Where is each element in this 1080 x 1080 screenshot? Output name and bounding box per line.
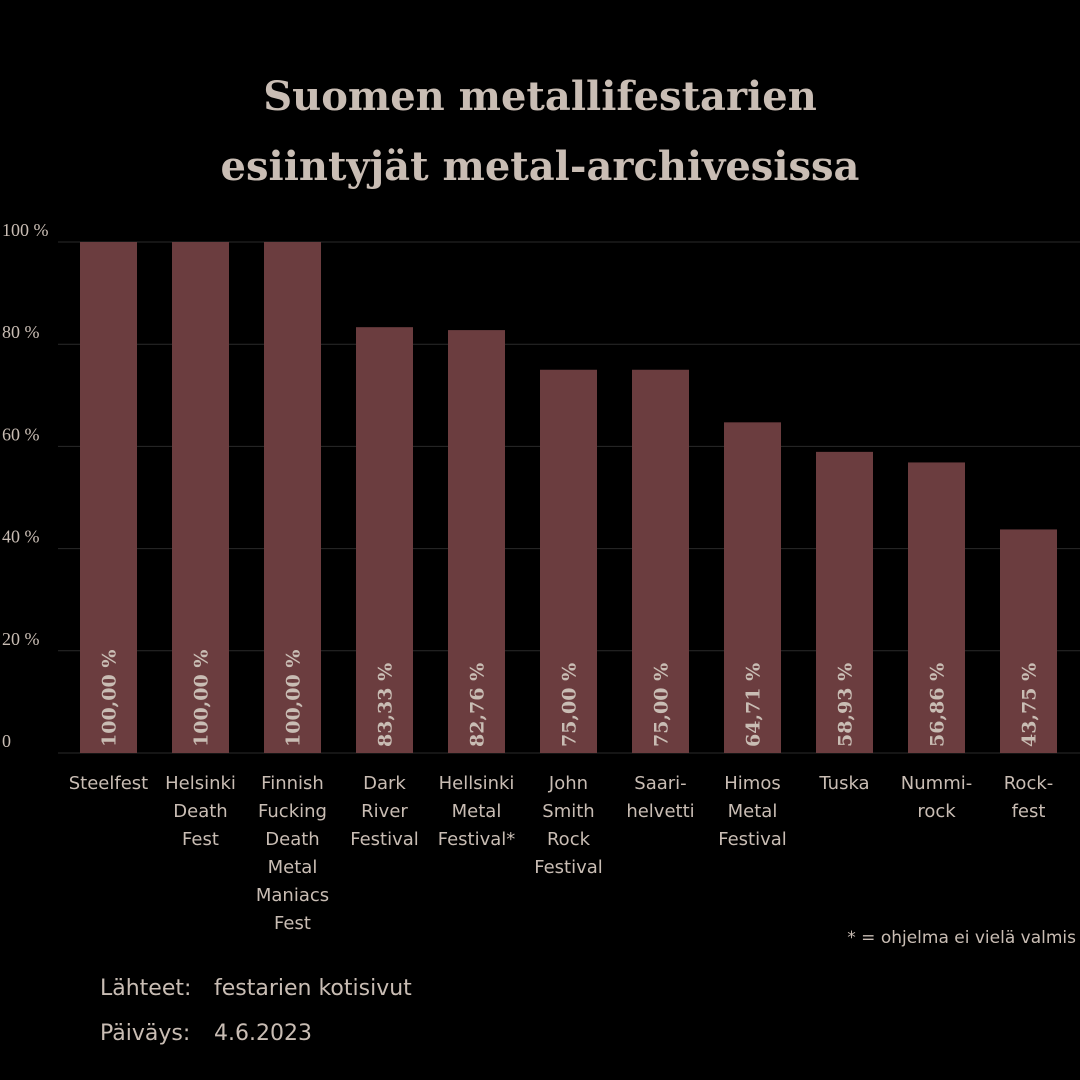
y-axis-tick-labels: 0 20 % 40 % 60 % 80 % 100 % bbox=[2, 220, 49, 751]
bar-value-label: 56,86 % bbox=[927, 663, 949, 747]
x-axis-category-labels: Steelfest Helsinki Death Fest Finnish Fucking… bbox=[69, 773, 1054, 934]
date-label: Päiväys: bbox=[100, 1021, 190, 1046]
bar bbox=[356, 327, 413, 753]
footnote: * = ohjelma ei vielä valmis bbox=[847, 928, 1076, 948]
x-tick-label: Saari-helvetti bbox=[626, 773, 694, 822]
x-tick-label: Nummi-rock bbox=[901, 773, 972, 822]
bar bbox=[816, 451, 873, 753]
bar bbox=[80, 242, 137, 753]
bar bbox=[1000, 529, 1057, 753]
bar-value-label: 82,76 % bbox=[467, 663, 489, 747]
x-tick-label: Helsinki Death Fest bbox=[165, 773, 236, 850]
bar-value-label: 58,93 % bbox=[835, 663, 857, 747]
x-tick-label: John Smith Rock Festival bbox=[534, 773, 603, 878]
chart-title-line-2: esiintyjät metal-archivesissa bbox=[221, 143, 860, 190]
bar-value-label: 83,33 % bbox=[375, 663, 397, 747]
sources-value: festarien kotisivut bbox=[214, 976, 412, 1001]
y-tick-label: 0 bbox=[2, 731, 11, 751]
bar bbox=[448, 330, 505, 753]
bar-value-label: 100,00 % bbox=[283, 650, 305, 747]
bar-value-label: 75,00 % bbox=[559, 663, 581, 747]
y-tick-label: 80 % bbox=[2, 322, 40, 342]
x-tick-label: Finnish Fucking Death Metal Maniacs Fest bbox=[256, 773, 329, 934]
x-tick-label: Himos Metal Festival bbox=[718, 773, 787, 850]
x-tick-label: Steelfest bbox=[69, 773, 148, 794]
bar-value-labels: 100,00 % 100,00 % 100,00 % 83,33 % 82,76 % 75… bbox=[99, 650, 1041, 747]
bar bbox=[540, 369, 597, 753]
bar-value-label: 100,00 % bbox=[99, 650, 121, 747]
x-tick-label: Rock-fest bbox=[1004, 773, 1054, 822]
x-tick-label: Tuska bbox=[818, 773, 869, 794]
bar-value-label: 75,00 % bbox=[651, 663, 673, 747]
bar bbox=[724, 422, 781, 753]
x-tick-label: Hellsinki Metal Festival* bbox=[438, 773, 516, 850]
bar bbox=[264, 242, 321, 753]
bar bbox=[172, 242, 229, 753]
bar-value-label: 100,00 % bbox=[191, 650, 213, 747]
bar bbox=[908, 462, 965, 753]
date-value: 4.6.2023 bbox=[214, 1021, 312, 1046]
x-tick-label: Dark River Festival bbox=[350, 773, 419, 850]
y-tick-label: 20 % bbox=[2, 629, 40, 649]
bar bbox=[632, 369, 689, 753]
bar-value-label: 43,75 % bbox=[1019, 663, 1041, 747]
bar-value-label: 64,71 % bbox=[743, 663, 765, 747]
chart-title-line-1: Suomen metallifestarien bbox=[263, 73, 817, 120]
y-tick-label: 60 % bbox=[2, 424, 40, 444]
sources-label: Lähteet: bbox=[100, 976, 191, 1001]
y-tick-label: 100 % bbox=[2, 220, 49, 240]
y-tick-label: 40 % bbox=[2, 527, 40, 547]
bars bbox=[80, 242, 1057, 753]
